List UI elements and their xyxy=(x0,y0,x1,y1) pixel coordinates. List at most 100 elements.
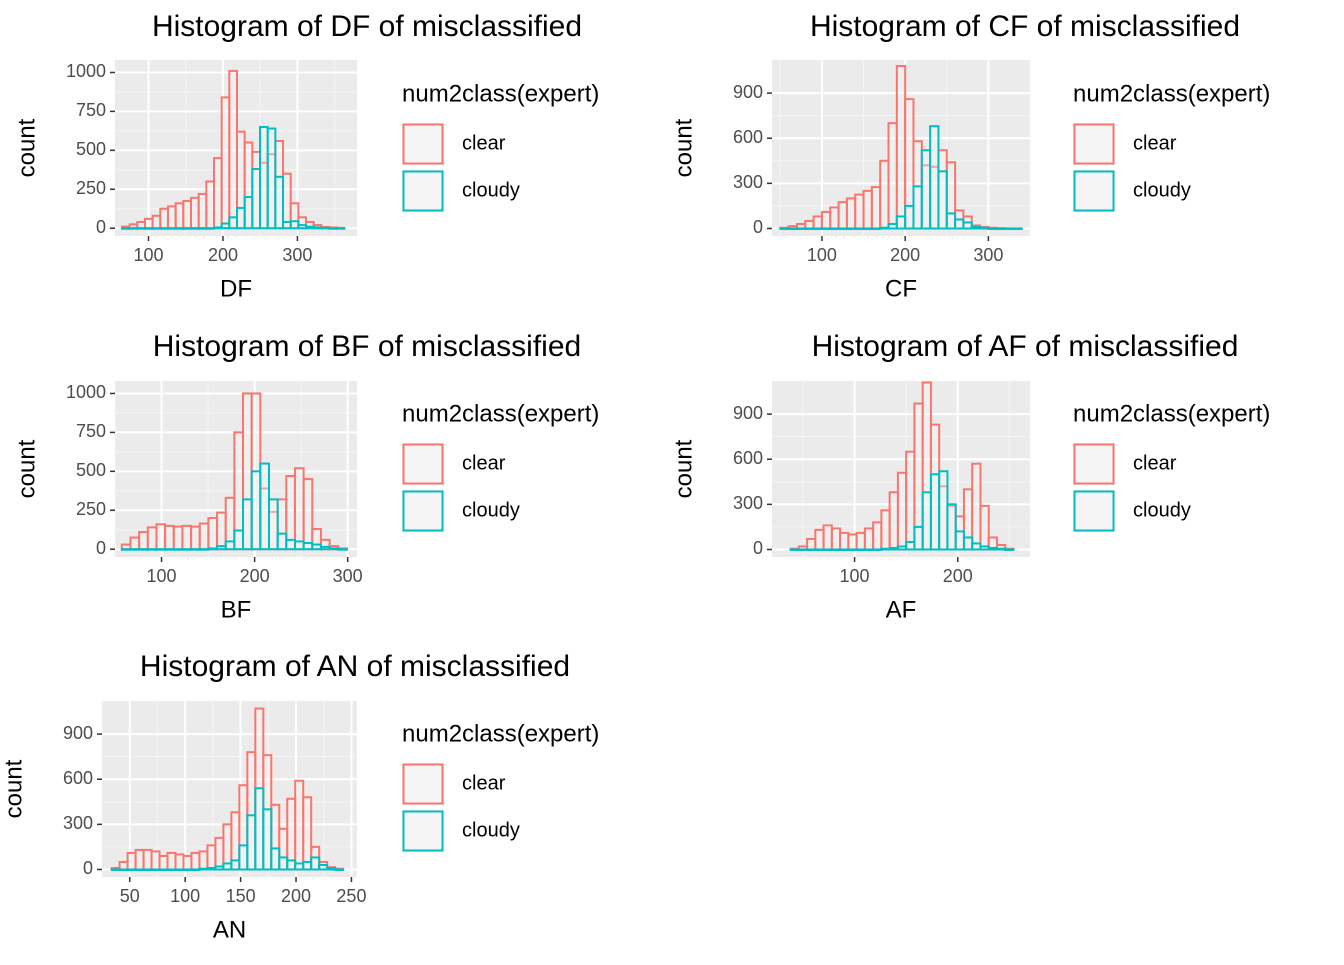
bar-cloudy xyxy=(888,546,899,551)
x-axis-label: DF xyxy=(220,275,252,302)
legend-swatch-clear xyxy=(1073,443,1115,485)
bar-cloudy xyxy=(126,868,137,871)
legend-swatch-clear xyxy=(402,763,444,805)
bar-cloudy xyxy=(182,868,193,871)
bar-clear xyxy=(205,180,215,230)
bar-cloudy xyxy=(1012,227,1023,230)
y-tick-label: 0 xyxy=(753,538,763,558)
bar-cloudy xyxy=(880,547,891,551)
bar-clear xyxy=(829,206,840,230)
bar-cloudy xyxy=(205,227,215,230)
bar-cloudy xyxy=(166,868,177,871)
bar-cloudy xyxy=(896,545,908,551)
bar-cloudy xyxy=(233,529,245,551)
y-tick-label: 900 xyxy=(733,403,763,423)
bar-clear xyxy=(971,462,982,551)
bar-cloudy xyxy=(243,196,254,230)
chart-title: Histogram of DF of misclassified xyxy=(152,10,582,43)
bar-clear xyxy=(302,796,313,871)
bar-clear xyxy=(863,527,875,551)
bar-cloudy xyxy=(134,868,145,871)
bar-cloudy xyxy=(318,863,329,871)
bar-cloudy xyxy=(912,185,923,230)
y-tick-label: 750 xyxy=(76,421,106,441)
y-tick-label: 600 xyxy=(733,448,763,468)
bar-clear xyxy=(854,193,865,230)
bar-cloudy xyxy=(804,227,815,230)
bar-cloudy xyxy=(155,548,167,551)
bar-clear xyxy=(174,853,185,871)
bar-cloudy xyxy=(297,224,308,230)
bar-cloudy xyxy=(847,548,858,551)
bar-cloudy xyxy=(190,548,201,551)
legend-swatch-cloudy xyxy=(1073,490,1115,532)
bar-clear xyxy=(143,217,154,230)
bar-cloudy xyxy=(128,227,139,230)
legend-label-cloudy: cloudy xyxy=(462,499,520,521)
legend-label-clear: clear xyxy=(462,772,506,794)
y-tick-label: 300 xyxy=(733,493,763,513)
bar-cloudy xyxy=(334,868,345,871)
bar-clear xyxy=(214,836,225,871)
bar-clear xyxy=(804,219,815,230)
legend-swatch-clear xyxy=(402,443,444,485)
bar-clear xyxy=(814,528,825,551)
bar-clear xyxy=(134,848,145,871)
bar-clear xyxy=(979,504,990,551)
bar-cloudy xyxy=(855,548,866,551)
bar-cloudy xyxy=(310,856,321,871)
bar-cloudy xyxy=(282,220,292,230)
bar-cloudy xyxy=(230,859,241,871)
bar-cloudy xyxy=(326,866,337,871)
x-axis-label: BF xyxy=(221,596,252,623)
y-tick-label: 900 xyxy=(63,723,93,743)
x-tick-label: 300 xyxy=(282,245,312,265)
bar-cloudy xyxy=(328,227,338,230)
bar-cloudy xyxy=(319,545,331,551)
bar-cloudy xyxy=(294,862,305,871)
bar-clear xyxy=(206,844,217,871)
bar-cloudy xyxy=(905,540,916,551)
legend: num2class(expert) clear cloudy xyxy=(1073,80,1270,212)
bar-cloudy xyxy=(962,536,974,551)
legend-title: num2class(expert) xyxy=(402,720,599,747)
bar-cloudy xyxy=(312,226,323,230)
legend: num2class(expert) clear cloudy xyxy=(402,720,599,852)
legend-title: num2class(expert) xyxy=(402,80,599,107)
bar-clear xyxy=(837,201,848,230)
bar-clear xyxy=(189,196,200,230)
bar-clear xyxy=(870,186,882,230)
bar-cloudy xyxy=(270,847,281,871)
bar-clear xyxy=(150,850,161,871)
bar-cloudy xyxy=(216,545,227,551)
bar-cloudy xyxy=(214,865,225,871)
bar-cloudy xyxy=(207,547,219,551)
bar-clear xyxy=(190,525,201,551)
legend-swatch-clear xyxy=(402,123,444,165)
x-tick-label: 100 xyxy=(840,566,870,586)
x-tick-label: 300 xyxy=(973,245,1003,265)
y-tick-label: 0 xyxy=(83,858,93,878)
bar-cloudy xyxy=(970,225,982,230)
bar-cloudy xyxy=(206,866,217,871)
bar-cloudy xyxy=(830,548,842,551)
bar-cloudy xyxy=(812,227,823,230)
bar-clear xyxy=(905,450,916,551)
bar-cloudy xyxy=(962,221,973,230)
bar-cloudy xyxy=(181,548,193,551)
legend-swatch-cloudy xyxy=(402,170,444,212)
bar-cloudy xyxy=(938,470,949,551)
plot-panel xyxy=(772,60,1030,236)
bar-clear xyxy=(282,172,292,230)
bar-cloudy xyxy=(238,844,249,871)
bar-clear xyxy=(294,779,305,871)
bar-cloudy xyxy=(895,215,907,230)
bar-cloudy xyxy=(806,548,817,551)
x-tick-label: 50 xyxy=(120,886,140,906)
bar-cloudy xyxy=(335,227,346,230)
legend-label-cloudy: cloudy xyxy=(1133,499,1191,521)
y-tick-label: 500 xyxy=(76,460,106,480)
bar-cloudy xyxy=(870,227,882,230)
bar-clear xyxy=(285,475,296,551)
